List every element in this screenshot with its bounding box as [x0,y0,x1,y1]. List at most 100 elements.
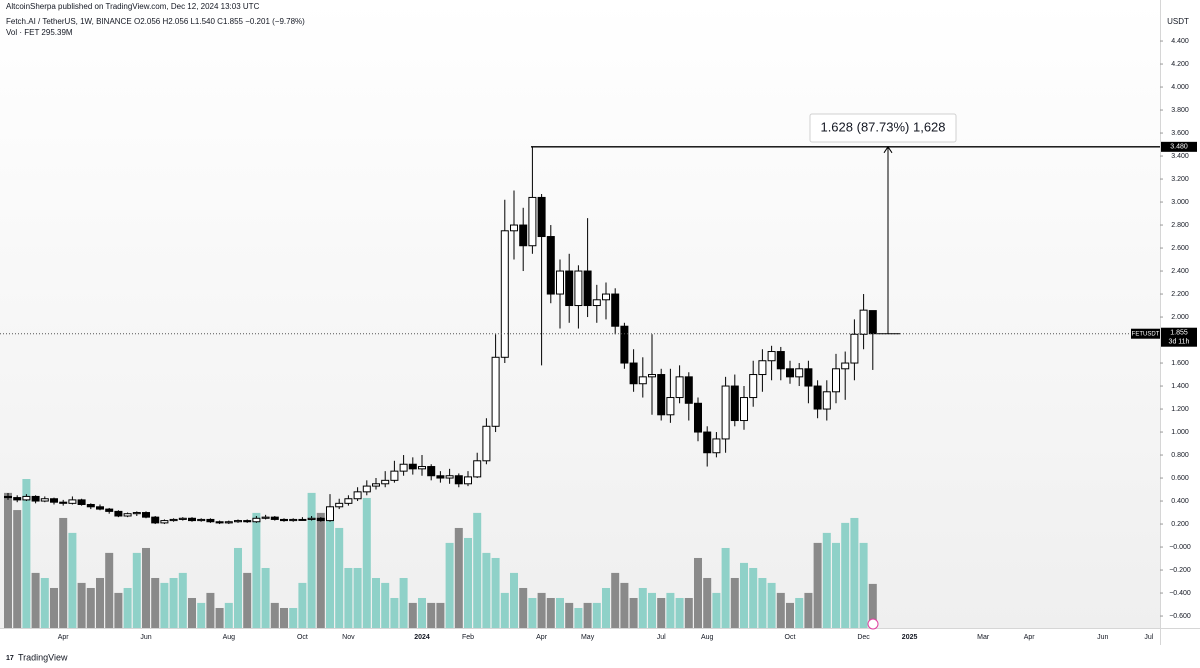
x-tick-label: Jun [140,634,151,641]
candle-body [188,517,196,522]
candle-body [427,466,436,477]
y-tick-label: 2.000 [1171,314,1189,321]
candle-body [298,518,307,521]
volume-bar [142,547,150,628]
candle-body [813,385,822,410]
volume-bar [721,547,730,628]
candle-body [519,224,528,247]
candle-body [684,376,693,404]
volume-bar [473,512,482,628]
candle-body [675,376,684,399]
candle-body [528,196,537,247]
candle-body [68,499,77,504]
volume-bar [730,577,739,628]
level-tag-bg [1161,141,1197,152]
volume-bar [666,592,675,628]
volume-bar [353,567,362,628]
y-tick-label: −0.000 [1169,544,1191,551]
x-tick-label: May [581,634,595,641]
arrow-head [883,145,893,154]
candle-body [804,368,813,387]
volume-bar [510,572,518,628]
x-tick-label: Aug [701,634,714,641]
candle-body [390,470,399,481]
symbol: Fetch.AI / TetherUS, 1W, BINANCE [6,17,132,26]
y-tick-label: 1.200 [1171,406,1189,413]
candle-body [822,391,831,410]
candle-body [77,499,86,505]
candle-body [151,516,160,524]
y-tick-label: 4.200 [1171,61,1189,68]
candle-body [381,479,390,485]
volume-bar [703,577,712,628]
volume-bar [758,577,767,628]
volume-bar [694,557,702,628]
volume-bar [4,492,12,628]
candle-body [464,476,472,485]
candle-body [234,520,242,523]
volume-bar [841,522,850,628]
y-tick-label: 0.600 [1171,475,1189,482]
candle-body [326,506,334,522]
volume-bar [224,602,233,628]
candle-body [418,466,426,470]
volume-bar [123,587,132,628]
candle-body [868,310,877,335]
y-tick-label: 2.400 [1171,268,1189,275]
volume-bar [620,582,629,628]
candle-body [59,501,68,504]
volume-bar [105,552,114,628]
volume-bar [243,572,252,628]
y-tick-label: 1.000 [1171,429,1189,436]
volume-bar [500,592,509,628]
volume-bar [206,592,215,628]
volume-bar [684,597,693,628]
measure-label: 1.628 (87.73%) 1,628 [820,119,945,134]
volume-bar [675,597,684,628]
candle-body [252,517,261,523]
candle-body [832,368,840,393]
volume-bar [638,587,647,628]
candle-body [22,495,31,501]
volume-bar [657,597,666,628]
candle-body [546,236,555,295]
volume-bar [298,582,307,628]
candle-body [132,512,141,515]
candle-body [510,224,518,232]
volume-bar [528,597,537,628]
x-tick-label: Jun [1097,634,1108,641]
volume-bar [252,512,261,628]
candle-body [611,293,620,327]
y-tick-label: 0.200 [1171,521,1189,528]
volume-bar [859,542,868,628]
candle-body [445,475,454,479]
volume-bar [592,602,601,628]
volume-bar [96,577,104,628]
x-tick-label: Mar [977,634,990,641]
volume-bar [776,592,785,628]
x-tick-label: Apr [536,634,548,641]
candle-body [657,374,666,416]
candle-body [4,495,12,499]
y-tick-label: −0.200 [1169,567,1191,574]
y-tick-label: 1.400 [1171,383,1189,390]
volume-bar [215,607,224,628]
candle-body [105,508,114,512]
x-tick-label: Apr [58,634,70,641]
candle-body [50,498,58,503]
y-tick-label: 0.800 [1171,452,1189,459]
x-tick-label: 2025 [902,634,918,641]
candle-body [160,520,169,524]
candle-body [730,385,739,422]
candle-body [399,463,408,472]
volume-bar [813,542,822,628]
volume-bar [280,607,288,628]
volume-bar [482,552,491,628]
volume-bar [270,602,279,628]
candle-body [767,351,776,362]
candle-body [316,517,325,522]
candle-body [638,376,647,385]
volume-bar [169,577,178,628]
candle-body [620,325,629,364]
